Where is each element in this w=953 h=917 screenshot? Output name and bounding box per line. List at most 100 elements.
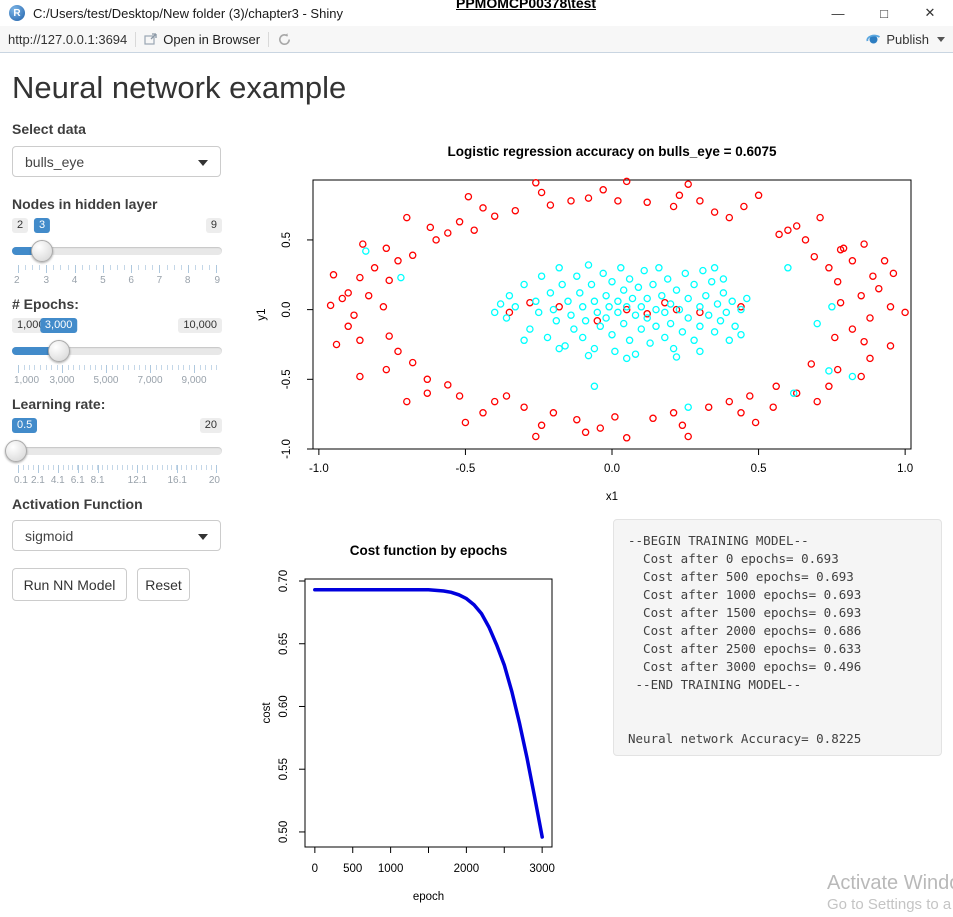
slider-grid-tick — [177, 465, 179, 473]
slider-grid-tick — [216, 465, 217, 473]
slider-grid-tick — [62, 465, 64, 470]
learning-rate-slider[interactable]: 0.5 20 0.1 2.1 4.1 6.1 8.1 12.1 16.1 20 — [5, 418, 222, 491]
slider-grid-label: 8 — [184, 275, 191, 286]
open-in-browser-button[interactable]: Open in Browser — [144, 32, 260, 47]
refresh-icon[interactable] — [277, 32, 292, 47]
slider-track[interactable] — [12, 347, 222, 355]
slider-grid-tick — [87, 465, 89, 470]
slider-grid-tick — [92, 465, 94, 470]
slider-grid-label: 4 — [71, 275, 78, 286]
rstudio-logo-icon: R — [9, 5, 25, 21]
svg-text:2000: 2000 — [454, 863, 480, 875]
slider-grid-tick — [67, 365, 69, 370]
slider-grid-tick — [40, 365, 41, 370]
slider-handle[interactable] — [31, 240, 53, 262]
slider-grid-tick — [117, 465, 118, 470]
slider-track[interactable] — [12, 447, 222, 455]
svg-text:x1: x1 — [606, 491, 618, 503]
machine-name-overlay: PPMOMCP00378\test — [456, 0, 597, 11]
slider-grid-tick — [166, 265, 168, 270]
svg-text:0.5: 0.5 — [751, 463, 767, 475]
publish-button[interactable]: Publish — [886, 31, 929, 47]
publish-menu-caret[interactable] — [937, 36, 945, 42]
slider-max-badge: 20 — [199, 418, 222, 433]
slider-grid-label: 6 — [128, 275, 134, 286]
toolbar: http://127.0.0.1:3694 Open in Browser Pu… — [0, 26, 953, 53]
slider-grid-label: 9,000 — [181, 375, 207, 386]
activation-dropdown[interactable]: sigmoid — [12, 520, 221, 551]
slider-grid-tick — [50, 365, 52, 370]
select-data-value: bulls_eye — [25, 153, 85, 170]
slider-handle[interactable] — [5, 440, 28, 462]
svg-text:Cost function by epochs: Cost function by epochs — [350, 543, 508, 558]
slider-grid-tick — [187, 265, 189, 273]
slider-grid-tick — [88, 265, 90, 270]
chevron-down-icon — [198, 160, 208, 166]
slider-grid-label: 8.1 — [90, 475, 105, 486]
slider-grid-tick — [52, 465, 54, 470]
reset-button[interactable]: Reset — [137, 568, 190, 601]
select-data-label: Select data — [12, 121, 86, 137]
slider-grid-tick — [102, 265, 104, 273]
slider-grid-label: 20 — [208, 475, 220, 486]
slider-grid-tick — [205, 365, 206, 370]
svg-text:-0.5: -0.5 — [281, 369, 293, 389]
cost-plot: 0 500 1000 2000 3000 0.50 0.55 0.60 0.65 0.70 Cost… — [262, 543, 555, 903]
slider-grid-tick — [81, 265, 83, 270]
slider-grid-tick — [53, 265, 55, 270]
slider-grid-tick — [67, 265, 69, 270]
run-nn-model-button[interactable]: Run NN Model — [12, 568, 127, 601]
training-log-box: --BEGIN TRAINING MODEL-- Cost after 0 ep… — [613, 519, 942, 756]
activation-label: Activation Function — [12, 496, 143, 512]
scatter-points-outer-class — [326, 177, 909, 442]
slider-handle[interactable] — [47, 340, 70, 362]
slider-min-badge: 2 — [12, 218, 29, 233]
maximize-button[interactable]: □ — [880, 5, 888, 21]
slider-grid-tick — [32, 265, 34, 270]
slider-grid: 2 3 4 5 6 7 8 9 — [14, 265, 220, 291]
slider-grid-tick — [155, 365, 157, 370]
slider-grid-tick — [111, 365, 113, 370]
slider-grid-tick — [141, 465, 143, 470]
svg-text:-1.0: -1.0 — [281, 439, 293, 459]
slider-grid-tick — [181, 465, 183, 470]
slider-grid-tick — [136, 465, 138, 470]
watermark-line1: Activate Windows — [827, 872, 953, 894]
slider-grid-tick — [128, 365, 129, 370]
slider-grid-tick — [124, 265, 126, 270]
svg-text:-1.0: -1.0 — [309, 463, 329, 475]
slider-grid-tick — [34, 365, 36, 370]
slider-grid-label: 12.1 — [127, 475, 148, 486]
slider-grid-tick — [73, 365, 74, 370]
select-data-dropdown[interactable]: bulls_eye — [12, 146, 221, 177]
activation-value: sigmoid — [25, 527, 74, 544]
slider-grid-tick — [29, 365, 30, 370]
minimize-button[interactable]: — — [831, 5, 845, 21]
slider-grid-tick — [74, 265, 76, 273]
slider-grid-tick — [109, 265, 111, 270]
slider-grid-tick — [67, 465, 69, 470]
slider-grid-label: 6.1 — [70, 475, 85, 486]
slider-grid-tick — [191, 465, 193, 470]
slider-grid-tick — [159, 265, 161, 273]
slider-grid-tick — [194, 265, 196, 270]
slider-grid-tick — [166, 465, 168, 470]
slider-grid-label: 1,000 — [14, 375, 40, 386]
slider-grid-label: 2 — [14, 275, 20, 286]
slider-grid-tick — [210, 365, 212, 370]
slider-max-badge: 10,000 — [178, 318, 222, 333]
svg-text:3000: 3000 — [529, 863, 555, 875]
epochs-slider[interactable]: 1,000 3,000 10,000 1,000 3,000 5,000 7,000 9… — [12, 318, 222, 390]
slider-grid-tick — [89, 365, 91, 370]
slider-value-badge: 3,000 — [39, 318, 78, 333]
svg-text:0.70: 0.70 — [278, 570, 290, 592]
slider-grid-tick — [171, 465, 173, 470]
slider-grid-tick — [156, 465, 158, 470]
slider-grid-label: 7 — [156, 275, 163, 286]
slider-track[interactable] — [12, 247, 222, 255]
slider-grid-tick — [122, 365, 124, 370]
close-button[interactable]: ✕ — [924, 5, 936, 20]
slider-grid: 0.1 2.1 4.1 6.1 8.1 12.1 16.1 20 — [14, 465, 220, 491]
